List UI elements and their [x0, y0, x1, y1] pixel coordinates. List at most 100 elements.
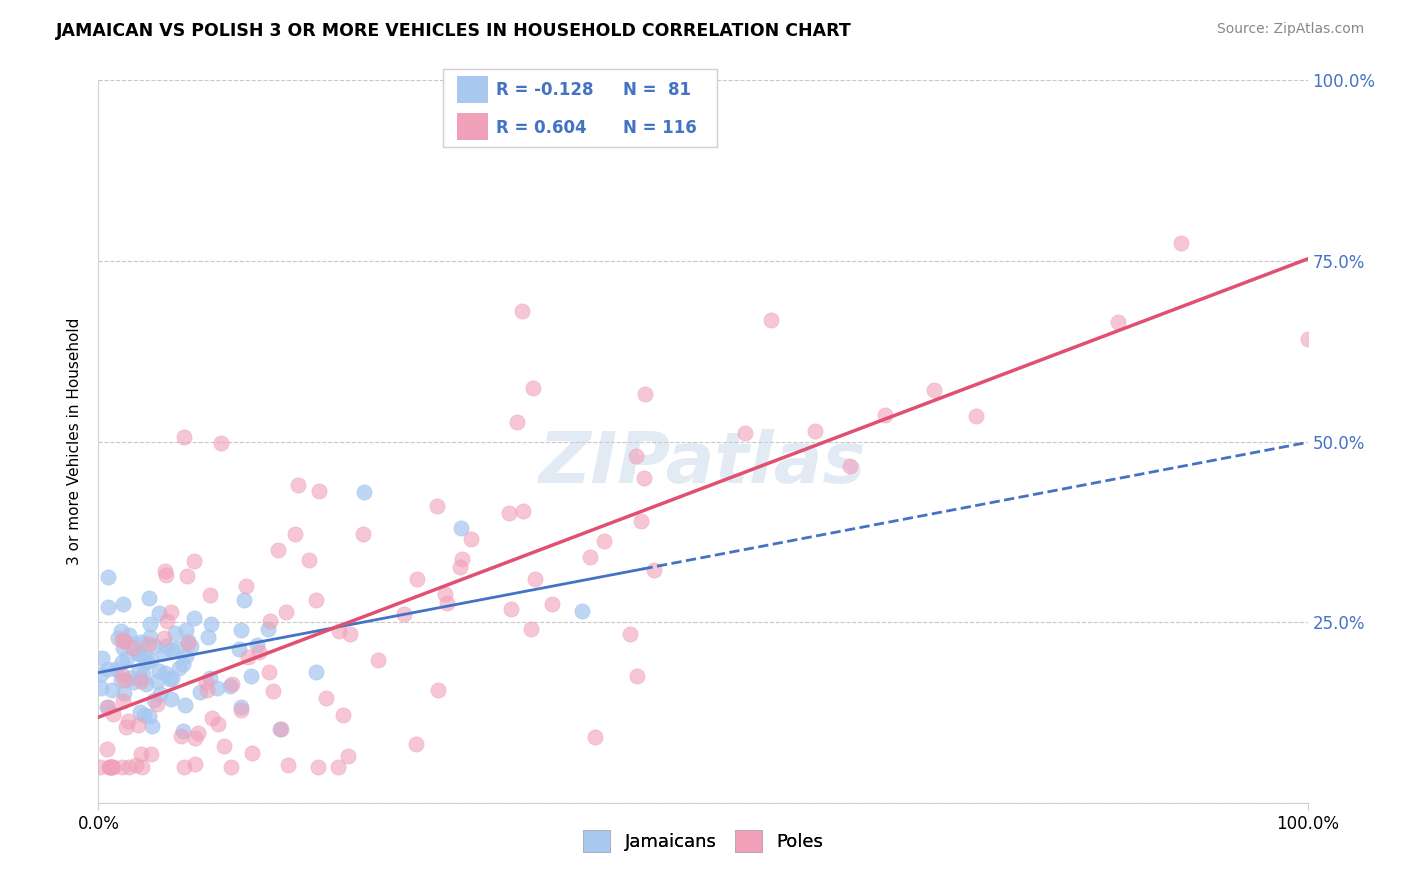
Point [328, 624, 350, 639]
Point [138, 617, 160, 632]
Point [197, 631, 219, 645]
Point [233, 592, 256, 607]
Text: R = 0.604: R = 0.604 [496, 119, 586, 136]
Point [152, 646, 174, 660]
Point [100, 760, 122, 774]
Point [173, 430, 195, 444]
Point [624, 450, 647, 464]
Point [643, 563, 665, 577]
Point [734, 425, 756, 440]
Point [326, 760, 349, 774]
Point [174, 623, 197, 637]
Point [207, 717, 229, 731]
Point [510, 304, 533, 318]
Point [97, 662, 120, 676]
Point [149, 686, 172, 700]
Text: N = 116: N = 116 [623, 119, 696, 136]
Point [98, 760, 121, 774]
Point [118, 760, 141, 774]
Point [297, 552, 319, 566]
Point [166, 640, 188, 655]
Point [315, 691, 337, 706]
Point [240, 669, 263, 683]
Point [97, 700, 120, 714]
Point [183, 757, 205, 772]
Point [103, 760, 125, 774]
Point [148, 664, 170, 678]
Point [138, 591, 160, 605]
Point [104, 662, 127, 676]
Point [111, 641, 134, 656]
Point [132, 666, 155, 681]
Point [593, 533, 616, 548]
Point [352, 527, 374, 541]
Point [138, 636, 160, 650]
Legend: Jamaicans, Poles: Jamaicans, Poles [576, 822, 830, 859]
Point [139, 747, 162, 761]
Point [141, 719, 163, 733]
Point [579, 550, 602, 565]
Point [240, 747, 263, 761]
Point [1296, 332, 1319, 346]
Point [129, 747, 152, 762]
Point [172, 724, 194, 739]
Point [332, 707, 354, 722]
Point [153, 631, 176, 645]
Point [117, 714, 139, 728]
Point [256, 622, 278, 636]
Point [127, 717, 149, 731]
Point [138, 709, 160, 723]
Point [114, 634, 136, 648]
Point [451, 552, 474, 566]
Point [308, 484, 330, 499]
Point [274, 606, 297, 620]
Point [436, 596, 458, 610]
Point [228, 642, 250, 657]
Point [160, 692, 183, 706]
Point [269, 722, 291, 736]
Point [112, 685, 135, 699]
FancyBboxPatch shape [443, 69, 717, 147]
Point [180, 639, 202, 653]
Point [394, 607, 416, 621]
Point [619, 627, 641, 641]
Point [406, 573, 429, 587]
Point [148, 606, 170, 620]
Point [139, 653, 162, 667]
Point [270, 723, 292, 737]
Text: Source: ZipAtlas.com: Source: ZipAtlas.com [1216, 22, 1364, 37]
Point [498, 507, 520, 521]
Point [111, 633, 134, 648]
Point [426, 499, 449, 513]
Point [160, 671, 183, 685]
Point [163, 626, 186, 640]
Point [176, 569, 198, 583]
FancyBboxPatch shape [457, 76, 488, 103]
Point [284, 527, 307, 541]
Point [630, 514, 652, 528]
Point [229, 624, 252, 638]
Point [259, 614, 281, 628]
Point [194, 675, 217, 690]
Point [153, 665, 176, 680]
Point [129, 634, 152, 648]
Point [450, 521, 472, 535]
Point [198, 671, 221, 685]
Point [183, 554, 205, 568]
Point [433, 587, 456, 601]
Point [583, 730, 606, 744]
Point [101, 706, 124, 721]
Point [100, 760, 122, 774]
Point [160, 643, 183, 657]
Point [155, 564, 177, 578]
Point [426, 683, 449, 698]
Text: ZIPatlas: ZIPatlas [540, 429, 866, 498]
Point [129, 671, 152, 685]
Point [143, 640, 166, 654]
Point [129, 705, 152, 719]
Point [128, 647, 150, 661]
Point [339, 626, 361, 640]
Point [541, 598, 564, 612]
Point [506, 415, 529, 429]
Point [134, 708, 156, 723]
